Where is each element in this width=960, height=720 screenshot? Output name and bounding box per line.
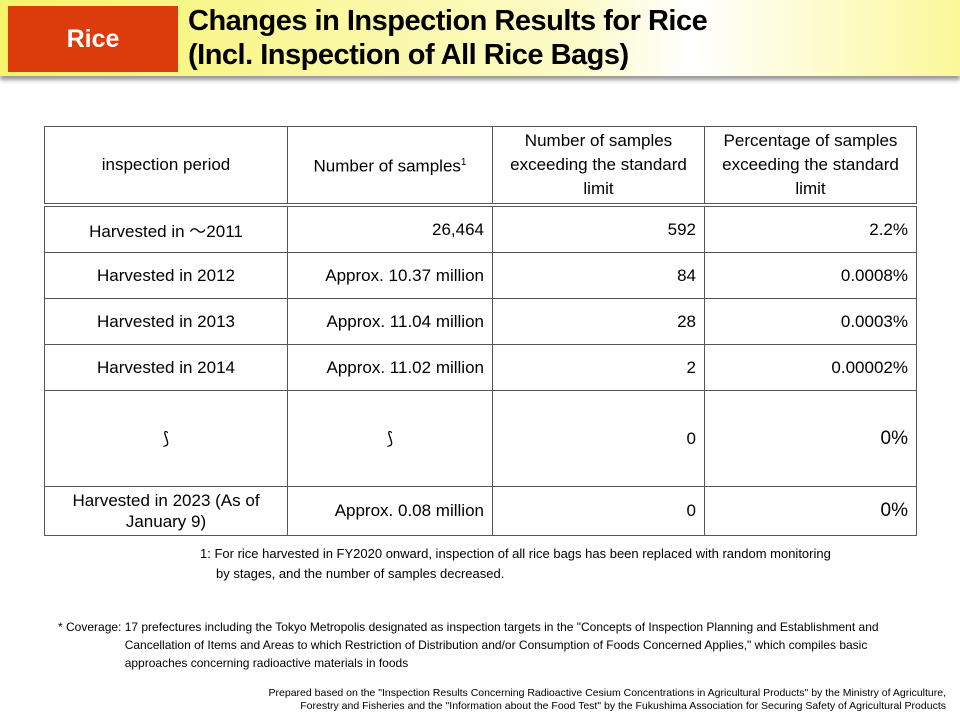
source-line: Forestry and Fisheries and the "Informat… [300,700,946,712]
cell-exceeding-count: 2 [492,344,705,391]
cell-exceeding-count: 28 [492,298,705,345]
title-line-1: Changes in Inspection Results for Rice [188,5,708,37]
coverage-label: * Coverage: [58,620,125,634]
header-period: inspection period [44,126,288,206]
page-title: Changes in Inspection Results for Rice (… [188,4,708,72]
cell-exceeding-count: 0 [492,486,705,536]
header-exceeding-percent: Percentage of samples exceeding the stan… [704,126,917,206]
cell-exceeding-percent: 0% [704,390,917,487]
cell-samples: Approx. 11.04 million [287,298,493,345]
cell-period: Harvested in 2014 [44,344,288,391]
source-note: Prepared based on the "Inspection Result… [269,687,946,713]
header-exceeding-count: Number of samples exceeding the standard… [492,126,705,206]
footnote-1: 1: For rice harvested in FY2020 onward, … [200,544,920,584]
cell-samples: 26,464 [287,204,493,253]
category-tag: Rice [8,6,178,72]
title-banner: Rice Changes in Inspection Results for R… [0,0,960,76]
table-row: Harvested in 2023 (As of January 9) Appro… [44,486,917,536]
title-line-2: (Incl. Inspection of All Rice Bags) [188,39,629,71]
table-row: Harvested in 2012 Approx. 10.37 million 84… [44,252,917,299]
table-row: Harvested in 2013 Approx. 11.04 million 28… [44,298,917,345]
cell-samples: Approx. 0.08 million [287,486,493,536]
cell-period: Harvested in 2013 [44,298,288,345]
cell-period: Harvested in 2012 [44,252,288,299]
cell-exceeding-percent: 0.0003% [704,298,917,345]
source-line: Prepared based on the "Inspection Result… [268,687,946,699]
cell-exceeding-percent: 0% [704,486,917,536]
coverage-text: 17 prefectures including the Tokyo Metro… [124,620,879,670]
inspection-results-table: inspection period Number of samples1 Num… [44,126,917,536]
footnote-line: by stages, and the number of samples dec… [216,566,505,581]
cell-period: Harvested in 2023 (As of January 9) [44,486,288,536]
cell-samples-omitted: ⟆ [287,390,493,487]
header-samples: Number of samples1 [287,126,493,206]
cell-samples: Approx. 10.37 million [287,252,493,299]
cell-period-omitted: ⟆ [44,390,288,487]
table-row: Harvested in 2014 Approx. 11.02 million 2 0… [44,344,917,391]
cell-exceeding-count: 84 [492,252,705,299]
cell-exceeding-percent: 0.00002% [704,344,917,391]
cell-exceeding-percent: 2.2% [704,204,917,253]
cell-samples: Approx. 11.02 million [287,344,493,391]
coverage-note: * Coverage: 17 prefectures including the… [58,618,918,672]
cell-exceeding-percent: 0.0008% [704,252,917,299]
table-header-row: inspection period Number of samples1 Num… [44,126,917,206]
table-row-ellipsis: ⟆ ⟆ 0 0% [44,390,917,487]
table-row: Harvested in ～2011 26,464 592 2.2% [44,204,917,253]
footnote-line: 1: For rice harvested in FY2020 onward, … [200,546,831,561]
cell-period: Harvested in ～2011 [44,204,288,253]
cell-exceeding-count: 592 [492,204,705,253]
cell-exceeding-count: 0 [492,390,705,487]
